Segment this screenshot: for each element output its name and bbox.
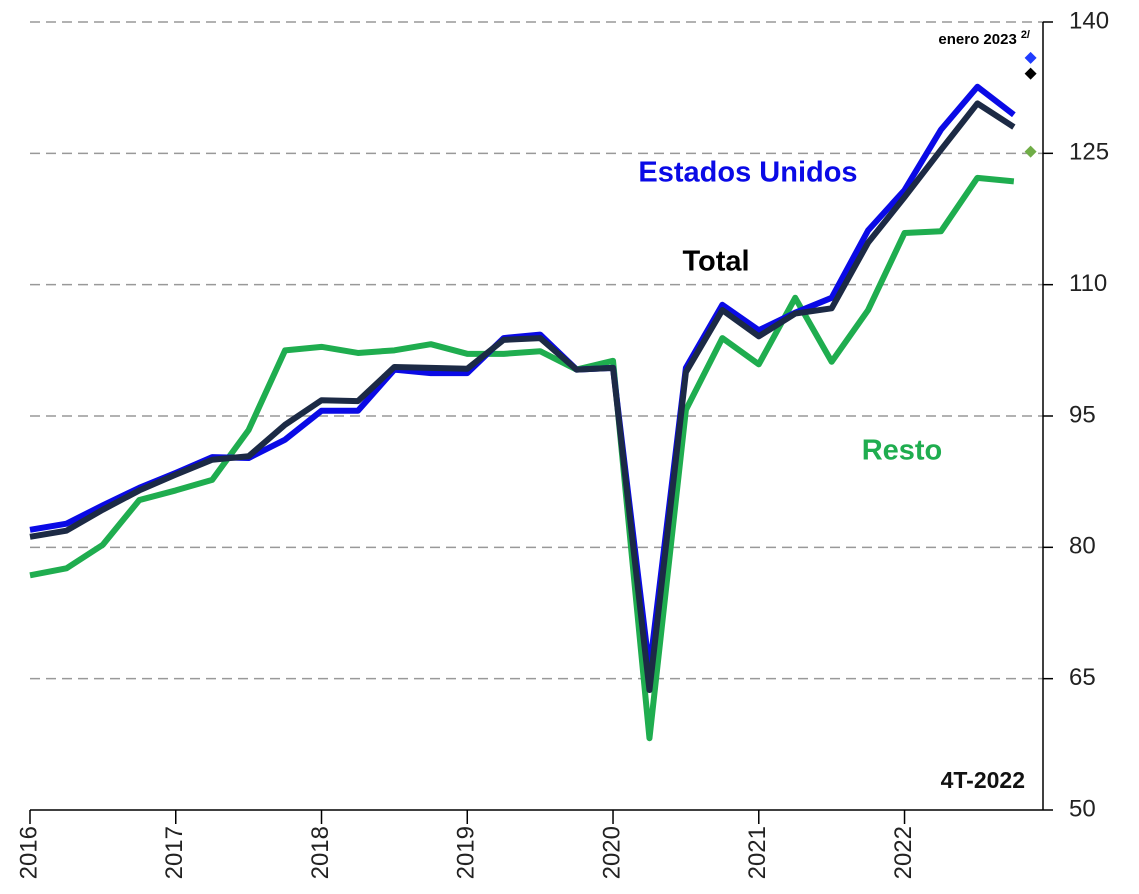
y-tick-label: 95 — [1069, 401, 1096, 428]
jan-2023-text: enero 2023 — [938, 31, 1016, 48]
x-tick-label: 2022 — [890, 826, 917, 879]
y-tick-label: 50 — [1069, 795, 1096, 822]
jan-2023-marker — [1024, 51, 1037, 64]
series-label: Estados Unidos — [638, 157, 857, 189]
series-line — [29, 100, 1016, 694]
y-tick-label: 65 — [1069, 664, 1096, 691]
x-tick-label: 2019 — [453, 826, 480, 879]
series-line — [29, 174, 1015, 742]
series-line — [29, 83, 1016, 673]
y-tick-label: 110 — [1069, 270, 1107, 297]
x-tick-label: 2016 — [15, 826, 42, 879]
y-tick-label: 80 — [1069, 533, 1096, 560]
jan-2023-label: enero 2023 2/ — [938, 29, 1030, 48]
x-tick-label: 2021 — [744, 826, 771, 879]
x-tick-label: 2017 — [161, 826, 188, 879]
jan-2023-marker — [1024, 67, 1037, 80]
period-label: 4T-2022 — [941, 767, 1025, 793]
footnote: 2/ — [1021, 29, 1030, 41]
series-label: Total — [682, 246, 749, 278]
jan-2023-marker — [1024, 145, 1037, 158]
y-tick-label: 140 — [1069, 7, 1109, 34]
y-tick-label: 125 — [1069, 139, 1109, 166]
x-tick-label: 2018 — [307, 826, 334, 879]
series-label: Resto — [862, 435, 943, 467]
x-tick-label: 2020 — [598, 826, 625, 879]
